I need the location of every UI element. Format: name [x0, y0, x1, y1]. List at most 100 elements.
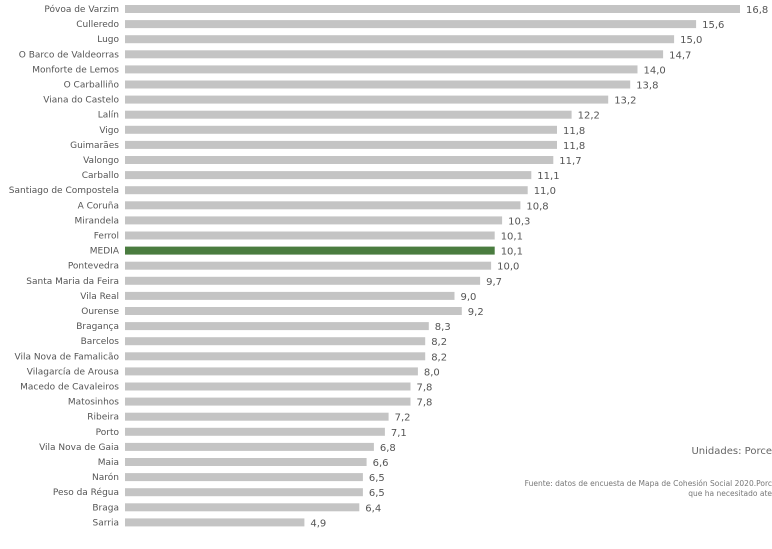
value-label-o-barco-de-valdeorras: 14,7 [669, 50, 691, 61]
category-label-vilagarcia-de-arousa: Vilagarcía de Arousa [27, 367, 119, 377]
category-label-carballo: Carballo [82, 171, 120, 181]
bar-maia [125, 458, 367, 466]
value-label-a-coruna: 10,8 [526, 201, 548, 212]
category-label-culleredo: Culleredo [76, 20, 119, 30]
category-label-monforte-de-lemos: Monforte de Lemos [32, 65, 119, 75]
value-label-barcelos: 8,2 [431, 337, 447, 348]
category-label-porto: Porto [96, 428, 120, 438]
value-label-lugo: 15,0 [680, 35, 702, 46]
bar-povoa-de-varzim [125, 5, 740, 13]
category-label-santa-maria-da-feira: Santa Maria da Feira [26, 277, 119, 287]
bar-valongo [125, 156, 554, 164]
bar-vila-nova-de-famalicao [125, 352, 426, 361]
value-label-guimaraes: 11,8 [563, 141, 585, 152]
bar-o-carballino [125, 80, 631, 89]
bar-lugo [125, 35, 675, 44]
bar-peso-da-regua [125, 488, 363, 497]
value-label-lalin: 12,2 [578, 111, 600, 122]
bar-monforte-de-lemos [125, 65, 638, 74]
value-label-vila-nova-de-famalicao: 8,2 [431, 352, 447, 363]
value-label-peso-da-regua: 6,5 [369, 488, 385, 499]
value-label-braganca: 8,3 [435, 322, 451, 333]
value-label-povoa-de-varzim: 16,8 [746, 5, 768, 16]
bar-carballo [125, 171, 532, 180]
value-label-vila-nova-de-gaia: 6,8 [380, 443, 396, 454]
bar-vila-real [125, 291, 455, 300]
bar-porto [125, 427, 385, 436]
category-label-ribeira: Ribeira [87, 413, 119, 423]
category-label-guimaraes: Guimarães [70, 141, 119, 151]
category-label-barcelos: Barcelos [81, 337, 120, 347]
category-label-ourense: Ourense [81, 307, 119, 317]
bar-vilagarcia-de-arousa [125, 367, 418, 376]
category-label-peso-da-regua: Peso da Régua [53, 487, 119, 498]
category-label-santiago-de-compostela: Santiago de Compostela [9, 186, 119, 196]
value-label-santiago-de-compostela: 11,0 [534, 186, 556, 197]
bar-braganca [125, 322, 429, 331]
category-label-braga: Braga [92, 503, 119, 513]
category-label-lugo: Lugo [97, 35, 119, 45]
category-label-media: MEDIA [90, 247, 120, 257]
source-note: Fuente: datos de encuesta de Mapa de Coh… [470, 479, 772, 499]
bar-barcelos [125, 337, 426, 346]
category-label-vila-nova-de-famalicao: Vila Nova de Famalicão [14, 352, 119, 362]
bar-a-coruna [125, 201, 521, 210]
category-label-o-barco-de-valdeorras: O Barco de Valdeorras [19, 50, 120, 60]
value-label-mirandela: 10,3 [508, 216, 530, 227]
category-label-ferrol: Ferrol [94, 232, 119, 242]
category-label-valongo: Valongo [83, 156, 119, 166]
bar-santa-maria-da-feira [125, 276, 481, 285]
category-label-naron: Narón [92, 472, 119, 483]
bar-lalin [125, 110, 572, 119]
category-label-mirandela: Mirandela [75, 216, 119, 226]
value-label-culleredo: 15,6 [702, 20, 724, 31]
bar-vigo [125, 125, 557, 134]
value-label-macedo-de-cavaleiros: 7,8 [417, 383, 433, 394]
bar-santiago-de-compostela [125, 186, 528, 195]
bar-guimaraes [125, 140, 557, 149]
source-note-line-1: Fuente: datos de encuesta de Mapa de Coh… [524, 479, 772, 488]
value-label-pontevedra: 10,0 [497, 262, 519, 273]
value-label-braga: 6,4 [365, 503, 381, 514]
value-label-valongo: 11,7 [559, 156, 581, 167]
category-label-viana-do-castelo: Viana do Castelo [43, 96, 119, 106]
value-label-o-carballino: 13,8 [636, 81, 658, 92]
value-label-vigo: 11,8 [563, 126, 585, 137]
category-label-sarria: Sarria [93, 518, 120, 528]
bar-media [125, 246, 495, 255]
category-label-matosinhos: Matosinhos [68, 398, 119, 408]
bar-vila-nova-de-gaia [125, 442, 374, 451]
category-label-vila-real: Vila Real [80, 292, 119, 302]
bar-ferrol [125, 231, 495, 240]
category-label-braganca: Bragança [76, 322, 119, 332]
category-label-vila-nova-de-gaia: Vila Nova de Gaia [39, 443, 119, 453]
category-label-povoa-de-varzim: Póvoa de Varzim [44, 4, 119, 15]
value-label-porto: 7,1 [391, 428, 407, 439]
category-label-lalin: Lalín [98, 111, 119, 121]
value-label-ribeira: 7,2 [395, 413, 411, 424]
value-label-naron: 6,5 [369, 473, 385, 484]
bar-viana-do-castelo [125, 95, 609, 104]
value-label-carballo: 11,1 [537, 171, 559, 182]
category-label-pontevedra: Pontevedra [68, 262, 119, 272]
bar-naron [125, 473, 363, 482]
bar-sarria [125, 518, 305, 527]
bar-ribeira [125, 412, 389, 421]
bar-matosinhos [125, 397, 411, 406]
value-label-ourense: 9,2 [468, 307, 484, 318]
bar-macedo-de-cavaleiros [125, 382, 411, 391]
value-label-vila-real: 9,0 [461, 292, 477, 303]
value-label-vilagarcia-de-arousa: 8,0 [424, 367, 440, 378]
value-label-monforte-de-lemos: 14,0 [644, 65, 666, 76]
bar-ourense [125, 307, 462, 315]
category-label-macedo-de-cavaleiros: Macedo de Cavaleiros [20, 383, 119, 393]
bar-braga [125, 503, 360, 512]
bar-o-barco-de-valdeorras [125, 50, 664, 59]
bar-culleredo [125, 20, 697, 29]
category-label-vigo: Vigo [99, 126, 119, 136]
value-label-santa-maria-da-feira: 9,7 [486, 277, 502, 288]
bar-pontevedra [125, 261, 492, 270]
category-label-maia: Maia [98, 458, 119, 468]
